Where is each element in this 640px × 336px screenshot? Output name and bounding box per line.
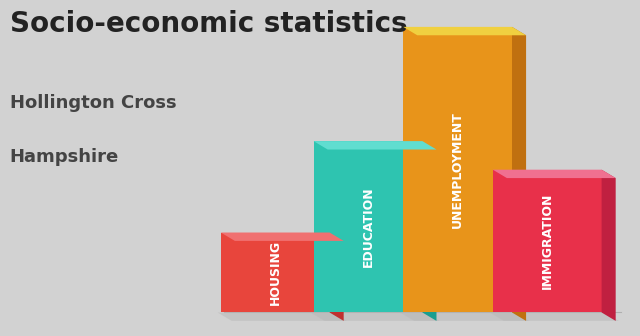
Polygon shape (490, 312, 619, 321)
Text: UNEMPLOYMENT: UNEMPLOYMENT (451, 111, 464, 228)
Text: EDUCATION: EDUCATION (362, 186, 374, 267)
Polygon shape (493, 170, 602, 312)
Polygon shape (221, 233, 330, 312)
Polygon shape (493, 170, 616, 178)
Text: HOUSING: HOUSING (269, 240, 282, 305)
Polygon shape (218, 312, 347, 321)
Text: IMMIGRATION: IMMIGRATION (541, 193, 554, 289)
Polygon shape (403, 27, 526, 35)
Polygon shape (400, 312, 529, 321)
Polygon shape (403, 27, 512, 312)
Polygon shape (422, 141, 436, 321)
Text: Socio-economic statistics: Socio-economic statistics (10, 10, 407, 38)
Polygon shape (310, 312, 440, 321)
Polygon shape (314, 141, 436, 150)
Polygon shape (512, 27, 526, 321)
Text: Hampshire: Hampshire (10, 148, 119, 166)
Polygon shape (314, 141, 422, 312)
Polygon shape (221, 233, 344, 241)
Polygon shape (602, 170, 616, 321)
Text: Hollington Cross: Hollington Cross (10, 94, 176, 112)
Polygon shape (330, 233, 344, 321)
